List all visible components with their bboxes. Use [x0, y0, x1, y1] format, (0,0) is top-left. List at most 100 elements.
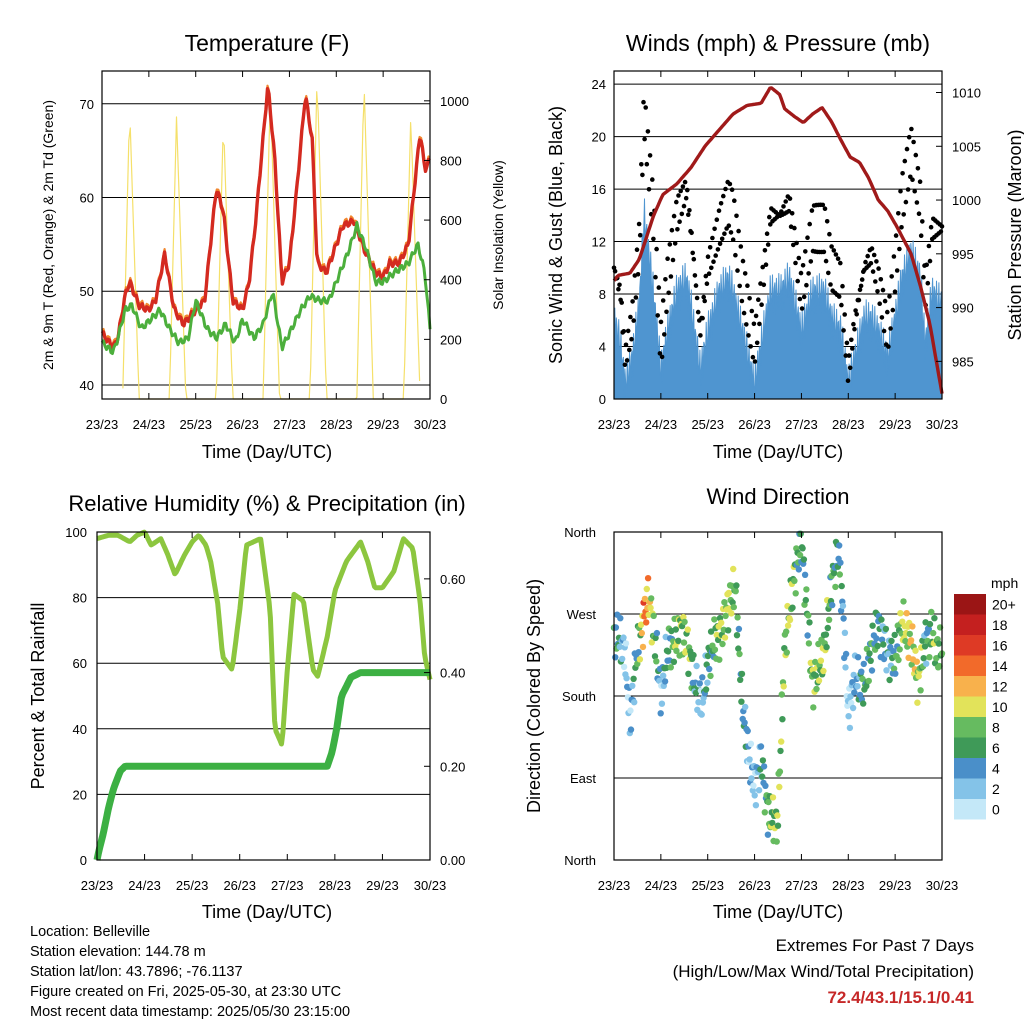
- gust-point: [669, 227, 675, 233]
- gust-point: [797, 296, 803, 302]
- humidity-xtick-label: 29/23: [366, 878, 399, 893]
- gust-point: [794, 240, 799, 246]
- direction-point: [923, 660, 930, 667]
- gust-point: [844, 340, 850, 346]
- direction-point: [747, 740, 755, 747]
- gust-point: [619, 300, 624, 305]
- gust-point: [858, 283, 864, 289]
- direction-point: [704, 652, 712, 660]
- humidity-xtick-label: 25/23: [176, 878, 209, 893]
- direction-point: [867, 657, 874, 664]
- gust-point: [634, 247, 640, 252]
- direction-point: [653, 658, 660, 665]
- gust-point: [723, 186, 728, 192]
- direction-point: [620, 634, 627, 641]
- winds-ytick-label: 4: [599, 340, 606, 355]
- humidity-title: Relative Humidity (%) & Precipitation (i…: [68, 491, 465, 516]
- winds-y2tick-label: 1005: [952, 139, 981, 154]
- gust-point: [682, 179, 688, 185]
- legend-label: 20+: [992, 596, 1016, 612]
- direction-point: [732, 588, 739, 595]
- direction-point: [836, 571, 843, 578]
- gust-point: [877, 301, 882, 307]
- gust-point: [663, 277, 668, 282]
- direction-point: [900, 598, 907, 605]
- direction-point: [779, 716, 786, 723]
- gust-point: [807, 221, 812, 227]
- gust-point: [850, 346, 855, 351]
- gust-point: [753, 313, 759, 319]
- winds-ytick-label: 20: [592, 130, 606, 145]
- direction-point: [882, 625, 890, 633]
- humidity-ytick-label: 40: [73, 722, 87, 737]
- direction-point: [749, 787, 756, 794]
- gust-point: [748, 344, 753, 349]
- direction-x-label: Time (Day/UTC): [713, 902, 843, 922]
- humidity-y2tick-label: 0.40: [440, 666, 465, 681]
- direction-point: [681, 618, 688, 626]
- gust-point: [631, 318, 636, 323]
- gust-point: [727, 181, 733, 187]
- humidity-y2tick-label: 0.20: [440, 759, 465, 774]
- direction-point: [847, 693, 854, 700]
- winds-y2-label: Station Pressure (Maroon): [1005, 129, 1024, 340]
- gust-point: [732, 198, 737, 203]
- direction-point: [903, 610, 910, 617]
- direction-point: [643, 585, 650, 593]
- direction-point: [730, 603, 737, 611]
- direction-point: [802, 596, 809, 604]
- gust-point: [869, 246, 875, 251]
- direction-xtick-label: 29/23: [879, 878, 912, 893]
- sonic-wind-area: [613, 198, 943, 400]
- station-location: Location: Belleville: [30, 924, 151, 940]
- gust-point: [728, 230, 734, 235]
- gust-point: [706, 271, 712, 277]
- gust-point: [893, 233, 899, 238]
- gust-point: [736, 228, 741, 234]
- gust-point: [880, 287, 886, 293]
- gust-point: [756, 297, 761, 303]
- winds-y2tick-label: 1010: [952, 86, 981, 101]
- direction-point: [738, 698, 745, 705]
- direction-point: [891, 631, 898, 639]
- gust-point: [751, 321, 757, 327]
- direction-point: [744, 727, 751, 735]
- direction-point: [746, 756, 753, 763]
- gust-point: [888, 326, 893, 331]
- gust-point: [711, 259, 716, 265]
- direction-point: [786, 616, 794, 624]
- gust-point: [734, 213, 739, 219]
- gust-point: [913, 152, 919, 158]
- direction-point: [909, 623, 916, 630]
- station-elevation: Station elevation: 144.78 m: [30, 944, 206, 960]
- legend-label: 14: [992, 658, 1008, 674]
- direction-point: [755, 787, 763, 794]
- temperature-y2tick-label: 800: [440, 153, 462, 168]
- direction-point: [665, 648, 672, 655]
- gust-point: [925, 280, 931, 286]
- gust-point: [719, 236, 725, 242]
- temperature-xtick-label: 28/23: [320, 417, 353, 432]
- temperature-xtick-label: 26/23: [226, 417, 259, 432]
- temperature-2m-line: [100, 87, 431, 351]
- gust-point: [901, 212, 906, 217]
- direction-point: [619, 655, 626, 663]
- legend-swatch: [954, 594, 986, 615]
- winds-ytick-label: 12: [592, 235, 606, 250]
- winds-y2tick-label: 985: [952, 354, 974, 369]
- gust-point: [924, 262, 929, 268]
- gust-point: [763, 262, 769, 268]
- direction-point: [652, 634, 659, 642]
- direction-y-label: Direction (Colored By Speed): [524, 579, 544, 813]
- gust-point: [679, 211, 685, 217]
- gust-point: [900, 171, 905, 176]
- gust-point: [741, 310, 747, 316]
- gust-point: [637, 232, 643, 238]
- direction-point: [658, 700, 666, 707]
- direction-point: [780, 683, 787, 690]
- direction-point: [651, 653, 659, 660]
- legend-swatch: [954, 696, 986, 717]
- direction-point: [839, 602, 847, 610]
- gust-point: [898, 188, 903, 194]
- temperature-xtick-label: 30/23: [414, 417, 447, 432]
